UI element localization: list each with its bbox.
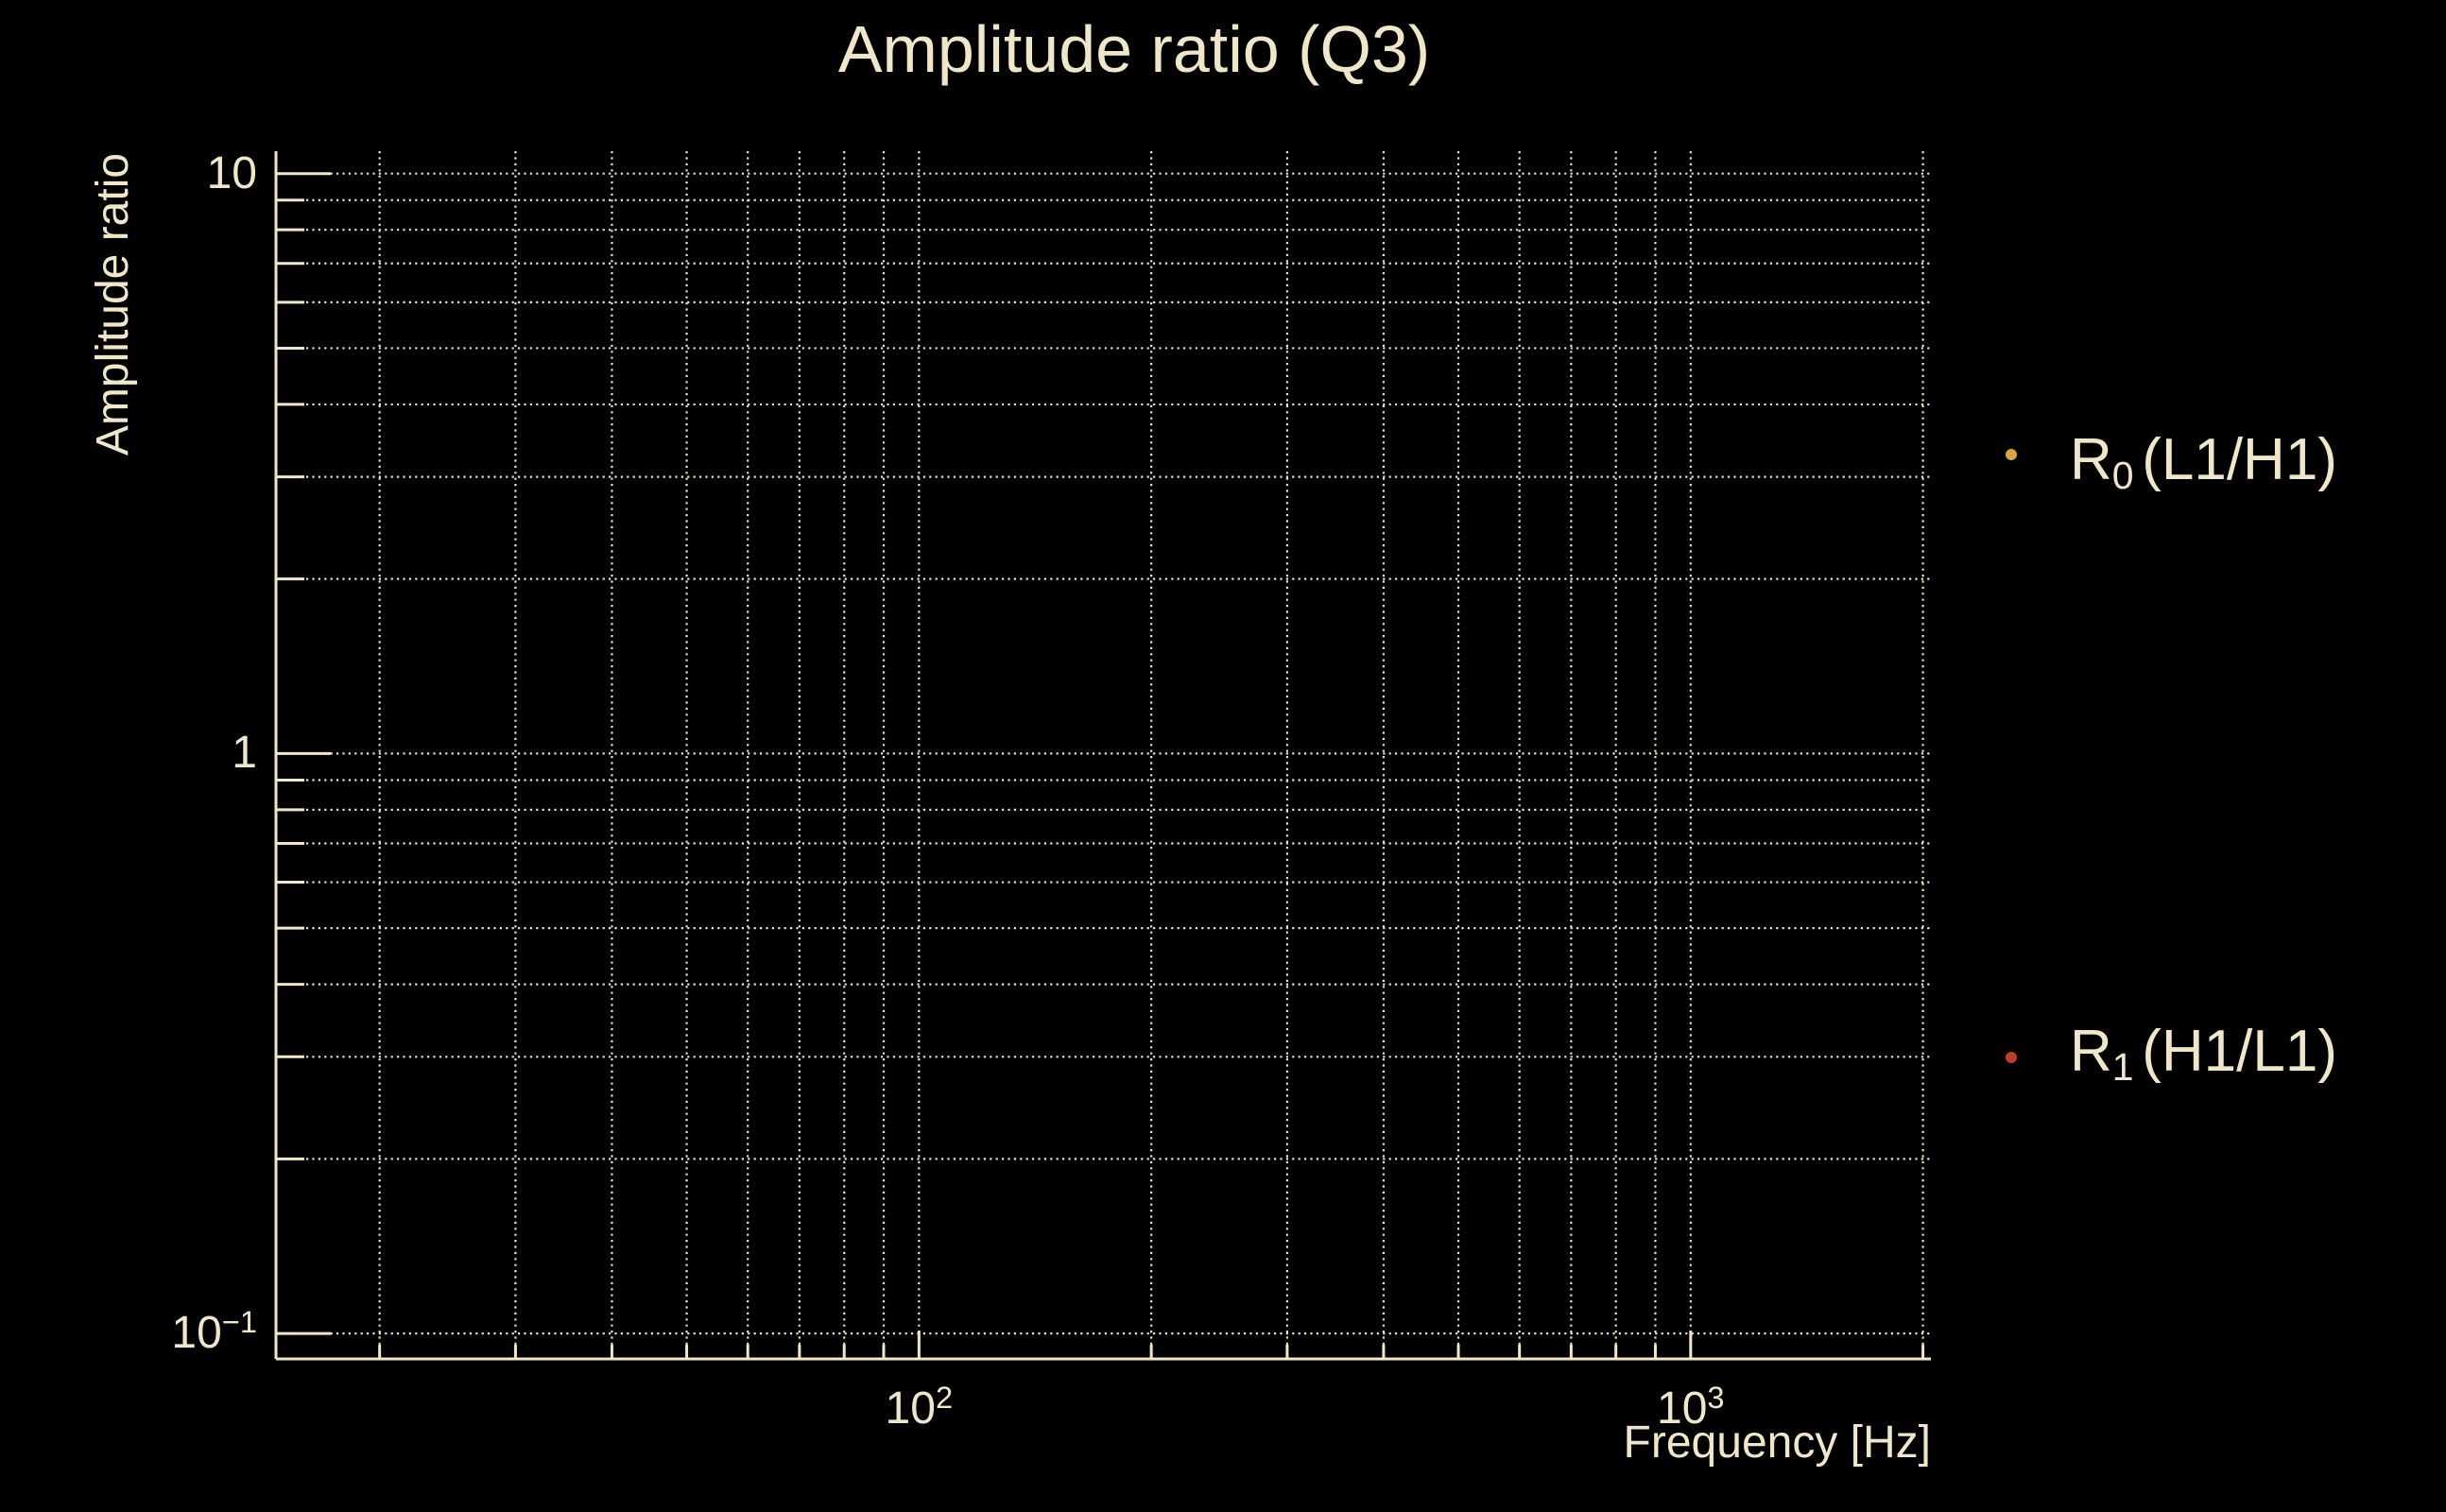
x-tick-label: 103	[1657, 1379, 1725, 1434]
x-tick-label: 102	[885, 1379, 954, 1434]
legend-label-r0-rest: (L1/H1)	[2142, 427, 2337, 492]
y-tick-label: 10−1	[171, 1303, 257, 1359]
legend-label-r0-main: R	[2070, 427, 2112, 492]
chart-title: Amplitude ratio (Q3)	[837, 12, 1431, 86]
legend-label-r0-sub: 0	[2111, 453, 2134, 497]
legend-label-r1-main: R	[2070, 1019, 2112, 1084]
y-axis-label: Amplitude ratio	[88, 152, 138, 456]
legend-marker-r0	[2006, 449, 2017, 460]
legend-label-r1-rest: (H1/L1)	[2142, 1019, 2337, 1084]
x-axis-label: Frequency [Hz]	[1623, 1418, 1931, 1468]
y-tick-label: 10	[206, 147, 257, 198]
legend-label-r1-sub: 1	[2111, 1044, 2134, 1089]
legend-label-r1: R1 (H1/L1)	[2070, 1018, 2337, 1091]
legend-marker-r1	[2006, 1052, 2017, 1063]
y-tick-label: 1	[232, 728, 257, 779]
legend-label-r0: R0 (L1/H1)	[2070, 426, 2337, 500]
